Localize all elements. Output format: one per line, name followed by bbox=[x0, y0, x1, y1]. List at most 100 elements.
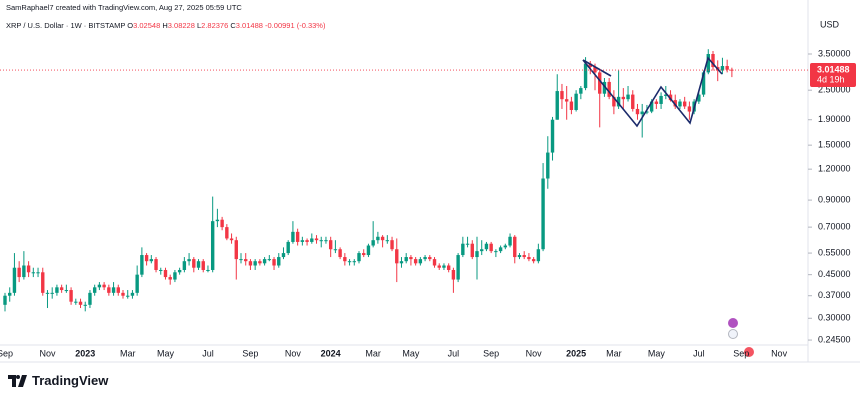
candle-body bbox=[262, 259, 267, 264]
candle-body bbox=[45, 292, 50, 294]
candle-body bbox=[248, 261, 253, 266]
x-tick-label: Nov bbox=[771, 348, 788, 358]
candle-body bbox=[494, 251, 498, 253]
candle-body bbox=[569, 101, 574, 110]
ohlc-value: 3.02548 bbox=[133, 21, 161, 30]
candle-body bbox=[126, 295, 130, 297]
candle-body bbox=[437, 265, 441, 268]
candle-body bbox=[187, 259, 191, 262]
candle-body bbox=[456, 255, 460, 280]
candle-body bbox=[201, 261, 205, 270]
candle-body bbox=[706, 54, 710, 73]
candle-body bbox=[347, 261, 352, 263]
candle-body bbox=[177, 269, 182, 273]
candle-body bbox=[291, 231, 295, 242]
candle-body bbox=[144, 255, 149, 262]
candle-body bbox=[88, 292, 92, 305]
candle-body bbox=[664, 94, 668, 96]
candle-body bbox=[8, 292, 12, 296]
candle-body bbox=[17, 267, 21, 278]
candle-body bbox=[163, 269, 168, 278]
candle-body bbox=[343, 257, 347, 262]
candle-body bbox=[206, 269, 210, 271]
candle-body bbox=[229, 238, 234, 241]
candle-body bbox=[517, 255, 522, 258]
candle-body bbox=[300, 240, 305, 242]
candle-body bbox=[465, 243, 470, 245]
candle-body bbox=[432, 259, 437, 266]
candle-body bbox=[725, 66, 729, 70]
candle-body bbox=[149, 259, 154, 262]
ohlc-letter: O bbox=[127, 21, 134, 30]
x-tick-label: Sep bbox=[242, 348, 258, 358]
candle-body bbox=[649, 101, 654, 112]
candle-body bbox=[612, 96, 616, 107]
candle-body bbox=[78, 301, 83, 305]
candle-body bbox=[234, 240, 238, 260]
candle-body bbox=[244, 259, 248, 262]
candle-body bbox=[711, 54, 715, 68]
event-icon bbox=[744, 347, 754, 357]
candle-body bbox=[173, 272, 177, 280]
candle-body bbox=[277, 257, 281, 266]
candle-body bbox=[328, 240, 333, 250]
candles bbox=[3, 49, 734, 312]
ohlc-letter: L bbox=[196, 21, 202, 30]
ohlc-value: 3.08228 bbox=[167, 21, 195, 30]
candle-body bbox=[225, 227, 229, 239]
candle-body bbox=[192, 259, 196, 268]
candle-body bbox=[253, 261, 257, 266]
candle-body bbox=[159, 269, 163, 271]
candle-body bbox=[390, 240, 394, 250]
y-tick-label: 0.90000 bbox=[818, 194, 851, 204]
x-tick-label: Mar bbox=[606, 348, 622, 358]
candle-body bbox=[413, 259, 418, 264]
candle-body bbox=[626, 94, 630, 100]
candle-body bbox=[310, 238, 314, 242]
candle-body bbox=[546, 152, 550, 179]
candle-body bbox=[182, 261, 187, 270]
candle-body bbox=[404, 257, 408, 262]
y-tick-label: 3.50000 bbox=[818, 48, 851, 58]
x-tick-label: May bbox=[157, 348, 175, 358]
candle-body bbox=[701, 72, 706, 95]
y-tick-label: 0.37000 bbox=[818, 290, 851, 300]
candle-body bbox=[598, 72, 602, 94]
y-tick-label: 0.55000 bbox=[818, 247, 851, 257]
candle-body bbox=[362, 253, 366, 256]
candle-body bbox=[498, 247, 503, 252]
candle-body bbox=[583, 63, 588, 89]
countdown: 4d 19h bbox=[817, 74, 845, 84]
candle-body bbox=[74, 301, 78, 303]
candle-body bbox=[22, 265, 26, 278]
candle-body bbox=[295, 231, 300, 242]
x-tick-label: 2023 bbox=[75, 348, 95, 358]
y-tick-label: 1.20000 bbox=[818, 164, 851, 174]
x-tick-label: Jul bbox=[448, 348, 460, 358]
candle-body bbox=[442, 265, 446, 268]
candle-body bbox=[69, 290, 73, 302]
candle-body bbox=[484, 243, 489, 250]
pattern-drawing bbox=[582, 59, 612, 77]
candle-body bbox=[281, 253, 286, 258]
candle-body bbox=[588, 63, 592, 68]
candle-body bbox=[461, 243, 465, 256]
x-tick-label: Jul bbox=[693, 348, 705, 358]
candle-body bbox=[55, 287, 59, 293]
ohlc-letter: H bbox=[162, 21, 168, 30]
candle-body bbox=[267, 259, 272, 261]
y-tick-label: 0.24500 bbox=[818, 334, 851, 344]
x-tick-label: May bbox=[648, 348, 666, 358]
candle-body bbox=[730, 69, 734, 71]
candle-body bbox=[522, 255, 526, 258]
x-tick-label: 2024 bbox=[321, 348, 341, 358]
candle-body bbox=[130, 292, 135, 296]
candle-body bbox=[272, 259, 276, 266]
pattern-drawing bbox=[582, 56, 723, 128]
candle-body bbox=[314, 238, 319, 241]
event-icons bbox=[728, 318, 754, 357]
candle-body bbox=[50, 292, 54, 294]
candle-body bbox=[423, 257, 427, 260]
candle-body bbox=[668, 94, 673, 101]
candle-body bbox=[451, 269, 456, 280]
